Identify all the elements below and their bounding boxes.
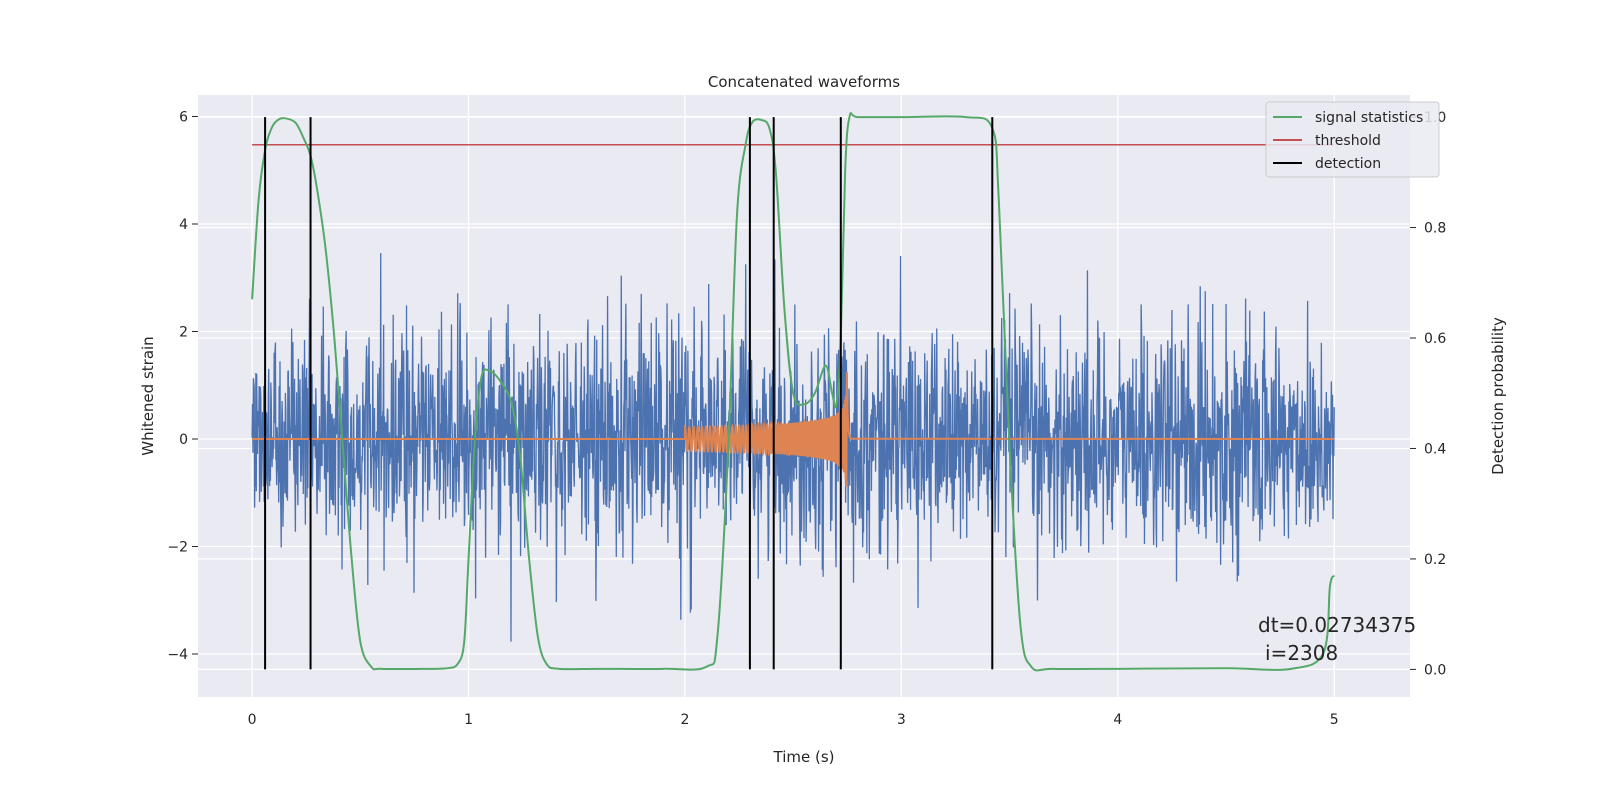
- legend: signal statistics threshold detection: [1265, 101, 1440, 178]
- annotation-index: i=2308: [1265, 641, 1338, 665]
- detection-lines: [264, 117, 994, 670]
- noise-trace: [251, 253, 1335, 642]
- x-axis-label: Time (s): [773, 748, 835, 766]
- noise-series: [251, 253, 1335, 642]
- x-tick-label-2: 2: [681, 712, 690, 728]
- x-tick-label-5: 5: [1330, 712, 1339, 728]
- left-y-axis: −4 −2 0 2 4 6: [167, 110, 198, 663]
- y-tick-label-2: 0: [179, 432, 188, 448]
- x-tick-label-3: 3: [897, 712, 906, 728]
- legend-label-detection: detection: [1315, 156, 1381, 172]
- legend-label-signal-statistics: signal statistics: [1315, 110, 1423, 126]
- template-trace: [252, 372, 1335, 487]
- y-tick-label-3: 2: [179, 325, 188, 341]
- y-right-tick-label-0: 0.0: [1424, 662, 1446, 678]
- legend-box: [1265, 101, 1440, 178]
- y-right-tick-label-3: 0.6: [1424, 331, 1446, 347]
- y-axis-label: Whitened strain: [139, 336, 157, 455]
- y-right-tick-label-1: 0.2: [1424, 552, 1446, 568]
- x-axis: 0 1 2 3 4 5: [248, 712, 1339, 728]
- y-axis-right-label: Detection probability: [1489, 317, 1507, 475]
- y-tick-label-4: 4: [179, 217, 188, 233]
- x-tick-label-0: 0: [248, 712, 257, 728]
- template-chirp-series: [252, 372, 1335, 487]
- y-right-tick-label-4: 0.8: [1424, 221, 1446, 237]
- y-tick-label-0: −4: [167, 647, 188, 663]
- x-tick-label-1: 1: [464, 712, 473, 728]
- y-right-tick-label-2: 0.4: [1424, 441, 1446, 457]
- right-y-axis: 0.00.20.40.60.81.0: [1410, 110, 1446, 678]
- legend-label-threshold: threshold: [1315, 133, 1381, 149]
- x-tick-label-4: 4: [1113, 712, 1122, 728]
- chart-title: Concatenated waveforms: [708, 73, 900, 91]
- y-tick-label-1: −2: [167, 540, 188, 556]
- signal-statistics-line: [251, 112, 1336, 672]
- annotation-dt: dt=0.02734375: [1258, 613, 1416, 637]
- y-tick-label-5: 6: [179, 110, 188, 126]
